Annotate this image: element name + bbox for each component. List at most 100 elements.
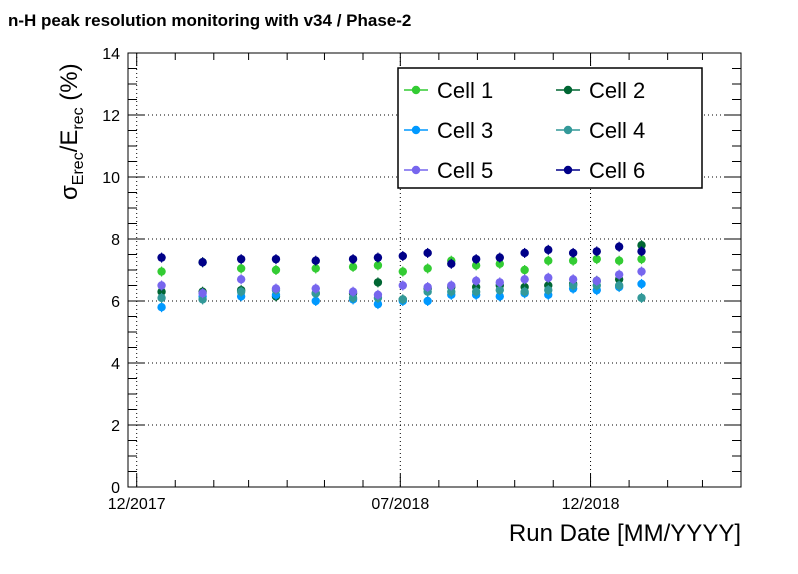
data-point <box>157 253 166 262</box>
y-tick-label: 6 <box>111 294 120 311</box>
data-point <box>544 256 553 265</box>
x-tick-labels: 12/2017 07/2018 12/2018 <box>108 496 620 513</box>
data-point <box>236 287 246 296</box>
data-point <box>423 282 432 292</box>
data-point <box>568 248 578 258</box>
data-point <box>198 289 207 298</box>
data-point <box>520 275 529 284</box>
y-tick-label: 14 <box>102 46 120 63</box>
data-point <box>614 242 624 251</box>
y-tick-label: 10 <box>102 170 120 187</box>
data-point <box>637 247 646 256</box>
data-point <box>271 284 281 293</box>
data-point <box>568 281 578 290</box>
data-point <box>236 264 246 273</box>
data-point <box>157 287 166 296</box>
data-point <box>348 254 358 264</box>
data-point <box>398 267 407 276</box>
data-point <box>423 248 432 258</box>
data-point <box>568 275 578 284</box>
legend-box <box>397 67 703 189</box>
legend-label: Cell 1 <box>437 78 493 103</box>
legend-marker <box>563 85 573 95</box>
data-point <box>157 281 166 290</box>
data-point <box>520 265 529 275</box>
data-point <box>614 281 624 290</box>
legend-item: Cell 2 <box>556 78 645 103</box>
data-points <box>157 240 646 313</box>
data-point <box>495 259 504 268</box>
legend-item: Cell 4 <box>556 118 645 143</box>
series-cell-5 <box>157 266 646 300</box>
data-point <box>637 241 646 250</box>
legend-marker <box>411 125 421 135</box>
data-point <box>637 293 646 303</box>
data-point <box>447 287 456 296</box>
data-point <box>157 293 166 303</box>
legend-item: Cell 1 <box>404 78 493 103</box>
data-point <box>373 299 383 309</box>
data-point <box>311 264 320 273</box>
axis-ticks <box>128 52 742 488</box>
data-point <box>637 254 646 264</box>
y-tick-label: 4 <box>111 356 120 373</box>
data-point <box>271 254 281 264</box>
data-point <box>423 264 432 273</box>
data-point <box>348 293 358 303</box>
data-point <box>520 287 529 296</box>
y-axis-title: σErec/Erec (%) <box>56 63 87 200</box>
legend-item: Cell 6 <box>556 158 645 183</box>
y-axis-title-sigma: σ <box>56 185 83 200</box>
data-point <box>157 267 166 276</box>
legend: Cell 1 Cell 2 Cell 3 Cell 4 Cell 5 Cell 6 <box>397 67 703 189</box>
y-tick-label: 2 <box>111 418 120 435</box>
data-point <box>592 254 601 264</box>
data-point <box>398 281 407 290</box>
legend-marker <box>563 165 573 175</box>
y-tick-labels: 0 2 4 6 8 10 12 14 <box>102 46 120 497</box>
data-point <box>311 256 320 265</box>
data-point <box>373 261 383 270</box>
data-point <box>614 256 624 265</box>
data-point <box>544 273 553 282</box>
data-point <box>373 278 383 287</box>
data-point <box>471 254 481 264</box>
legend-marker <box>563 125 573 135</box>
data-point <box>373 253 383 262</box>
data-point <box>495 285 504 295</box>
data-point <box>637 279 646 289</box>
x-tick-label: 12/2018 <box>562 496 620 513</box>
legend-label: Cell 5 <box>437 158 493 183</box>
legend-label: Cell 2 <box>589 78 645 103</box>
y-axis-title-sub2: rec <box>70 107 87 129</box>
legend-marker <box>411 165 421 175</box>
data-point <box>311 296 320 306</box>
data-point <box>447 259 456 268</box>
x-tick-label: 07/2018 <box>371 496 429 513</box>
data-point <box>495 292 504 301</box>
legend-label: Cell 4 <box>589 118 645 143</box>
legend-label: Cell 6 <box>589 158 645 183</box>
legend-marker <box>411 85 421 95</box>
data-point <box>398 251 407 261</box>
y-tick-label: 8 <box>111 232 120 249</box>
data-point <box>495 278 504 287</box>
y-axis-title-sub1: Erec <box>70 152 87 185</box>
data-point <box>423 296 432 306</box>
data-point <box>271 265 281 275</box>
data-point <box>157 303 166 312</box>
x-tick-label: 12/2017 <box>108 496 166 513</box>
data-point <box>471 261 481 270</box>
data-point <box>471 276 481 286</box>
data-point <box>471 287 481 296</box>
data-point <box>198 295 207 304</box>
data-point <box>348 262 358 272</box>
y-tick-label: 12 <box>102 108 120 125</box>
data-point <box>236 275 246 284</box>
data-point <box>544 245 553 255</box>
series-cell-6 <box>157 241 646 269</box>
data-point <box>398 295 407 304</box>
legend-label: Cell 3 <box>437 118 493 143</box>
data-point <box>592 276 601 286</box>
